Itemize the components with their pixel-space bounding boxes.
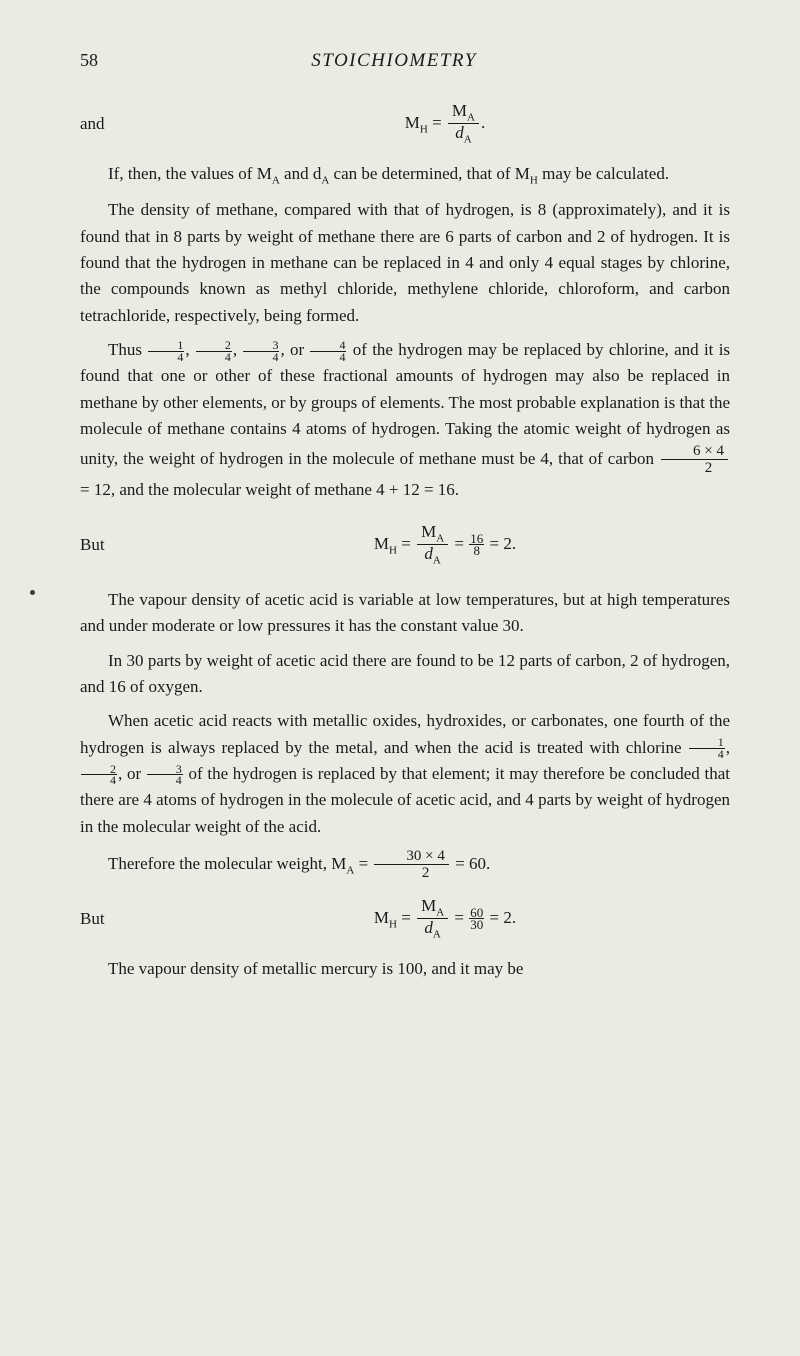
eq3-pre: M xyxy=(374,908,389,927)
p6-a: When acetic acid reacts with metallic ox… xyxy=(80,711,730,756)
eq3-frac60: 6030 xyxy=(469,907,484,931)
p7-a: Therefore the molecular weight, M xyxy=(108,854,346,873)
p1-d: may be calculated. xyxy=(538,164,669,183)
p1-s1: A xyxy=(272,174,280,186)
equation-1: and MH = MA dA . xyxy=(80,102,730,146)
eq1-num: M xyxy=(452,101,467,120)
g-frac-2-4: 24 xyxy=(81,764,117,787)
eq3-end: = 2. xyxy=(485,908,516,927)
p1-a: If, then, the values of M xyxy=(108,164,272,183)
eq2-mid: = xyxy=(450,534,468,553)
page-content: 58 STOICHIOMETRY and MH = MA dA . If, th… xyxy=(0,0,800,1040)
frac-30x4: 30 × 42 xyxy=(374,848,448,882)
eq1-content: MH = MA dA . xyxy=(160,102,730,146)
p1-s3: H xyxy=(530,174,538,186)
p3-a: Thus xyxy=(108,340,147,359)
eq3-content: MH = MAdA = 6030 = 2. xyxy=(160,897,730,941)
eq1-lhs: M xyxy=(405,113,420,132)
eq2-frac: MAdA xyxy=(417,523,448,567)
eq1-label: and xyxy=(80,114,160,134)
eq1-den: d xyxy=(455,123,464,142)
eq2-label: But xyxy=(80,535,160,555)
eq1-fraction: MA dA xyxy=(448,102,479,146)
paragraph-5: In 30 parts by weight of acetic acid the… xyxy=(80,648,730,701)
running-title: STOICHIOMETRY xyxy=(98,50,690,72)
frac-2-4: 24 xyxy=(196,340,232,363)
p3-b: , xyxy=(185,340,195,359)
paragraph-3: Thus 14, 24, 34, or 44 of the hydrogen m… xyxy=(80,337,730,503)
eq1-lhs-sub: H xyxy=(420,123,428,135)
eq1-den-sub: A xyxy=(464,134,472,146)
eq2-pre: M xyxy=(374,534,389,553)
p3-c: , xyxy=(233,340,243,359)
eq3-label: But xyxy=(80,909,160,929)
page-number: 58 xyxy=(80,50,98,72)
p7-b: = xyxy=(354,854,372,873)
eq3-eq: = xyxy=(397,908,415,927)
margin-dot xyxy=(30,590,35,595)
equation-3: But MH = MAdA = 6030 = 2. xyxy=(80,897,730,941)
equation-2: But MH = MAdA = 168 = 2. xyxy=(80,523,730,567)
paragraph-1: If, then, the values of MA and dA can be… xyxy=(80,161,730,189)
p1-b: and d xyxy=(280,164,322,183)
frac-4-4: 44 xyxy=(310,340,346,363)
paragraph-7: Therefore the molecular weight, MA = 30 … xyxy=(80,848,730,882)
frac-1-4: 14 xyxy=(148,340,184,363)
g-frac-3-4: 34 xyxy=(147,764,183,787)
paragraph-2: The density of methane, compared with th… xyxy=(80,197,730,329)
p6-c: , or xyxy=(118,764,146,783)
paragraph-4: The vapour density of acetic acid is var… xyxy=(80,587,730,640)
p3-d: , or xyxy=(280,340,309,359)
eq2-content: MH = MAdA = 168 = 2. xyxy=(160,523,730,567)
paragraph-8: The vapour density of metallic mercury i… xyxy=(80,956,730,982)
p7-c: = 60. xyxy=(451,854,490,873)
eq1-num-sub: A xyxy=(467,111,475,123)
eq2-eq: = xyxy=(397,534,415,553)
frac-6x4: 6 × 42 xyxy=(661,443,728,477)
p6-b: , xyxy=(726,738,730,757)
eq2-pre-sub: H xyxy=(389,544,397,556)
paragraph-6: When acetic acid reacts with metallic ox… xyxy=(80,708,730,840)
p3-f: = 12, and the molecular weight of methan… xyxy=(80,480,459,499)
eq2-frac16: 168 xyxy=(469,533,484,557)
g-frac-1-4: 14 xyxy=(689,737,725,760)
frac-3-4: 34 xyxy=(243,340,279,363)
page-header: 58 STOICHIOMETRY xyxy=(80,50,730,72)
eq3-mid: = xyxy=(450,908,468,927)
eq1-period: . xyxy=(481,113,485,132)
p1-c: can be determined, that of M xyxy=(329,164,530,183)
eq3-frac: MAdA xyxy=(417,897,448,941)
eq2-end: = 2. xyxy=(485,534,516,553)
eq3-pre-sub: H xyxy=(389,918,397,930)
